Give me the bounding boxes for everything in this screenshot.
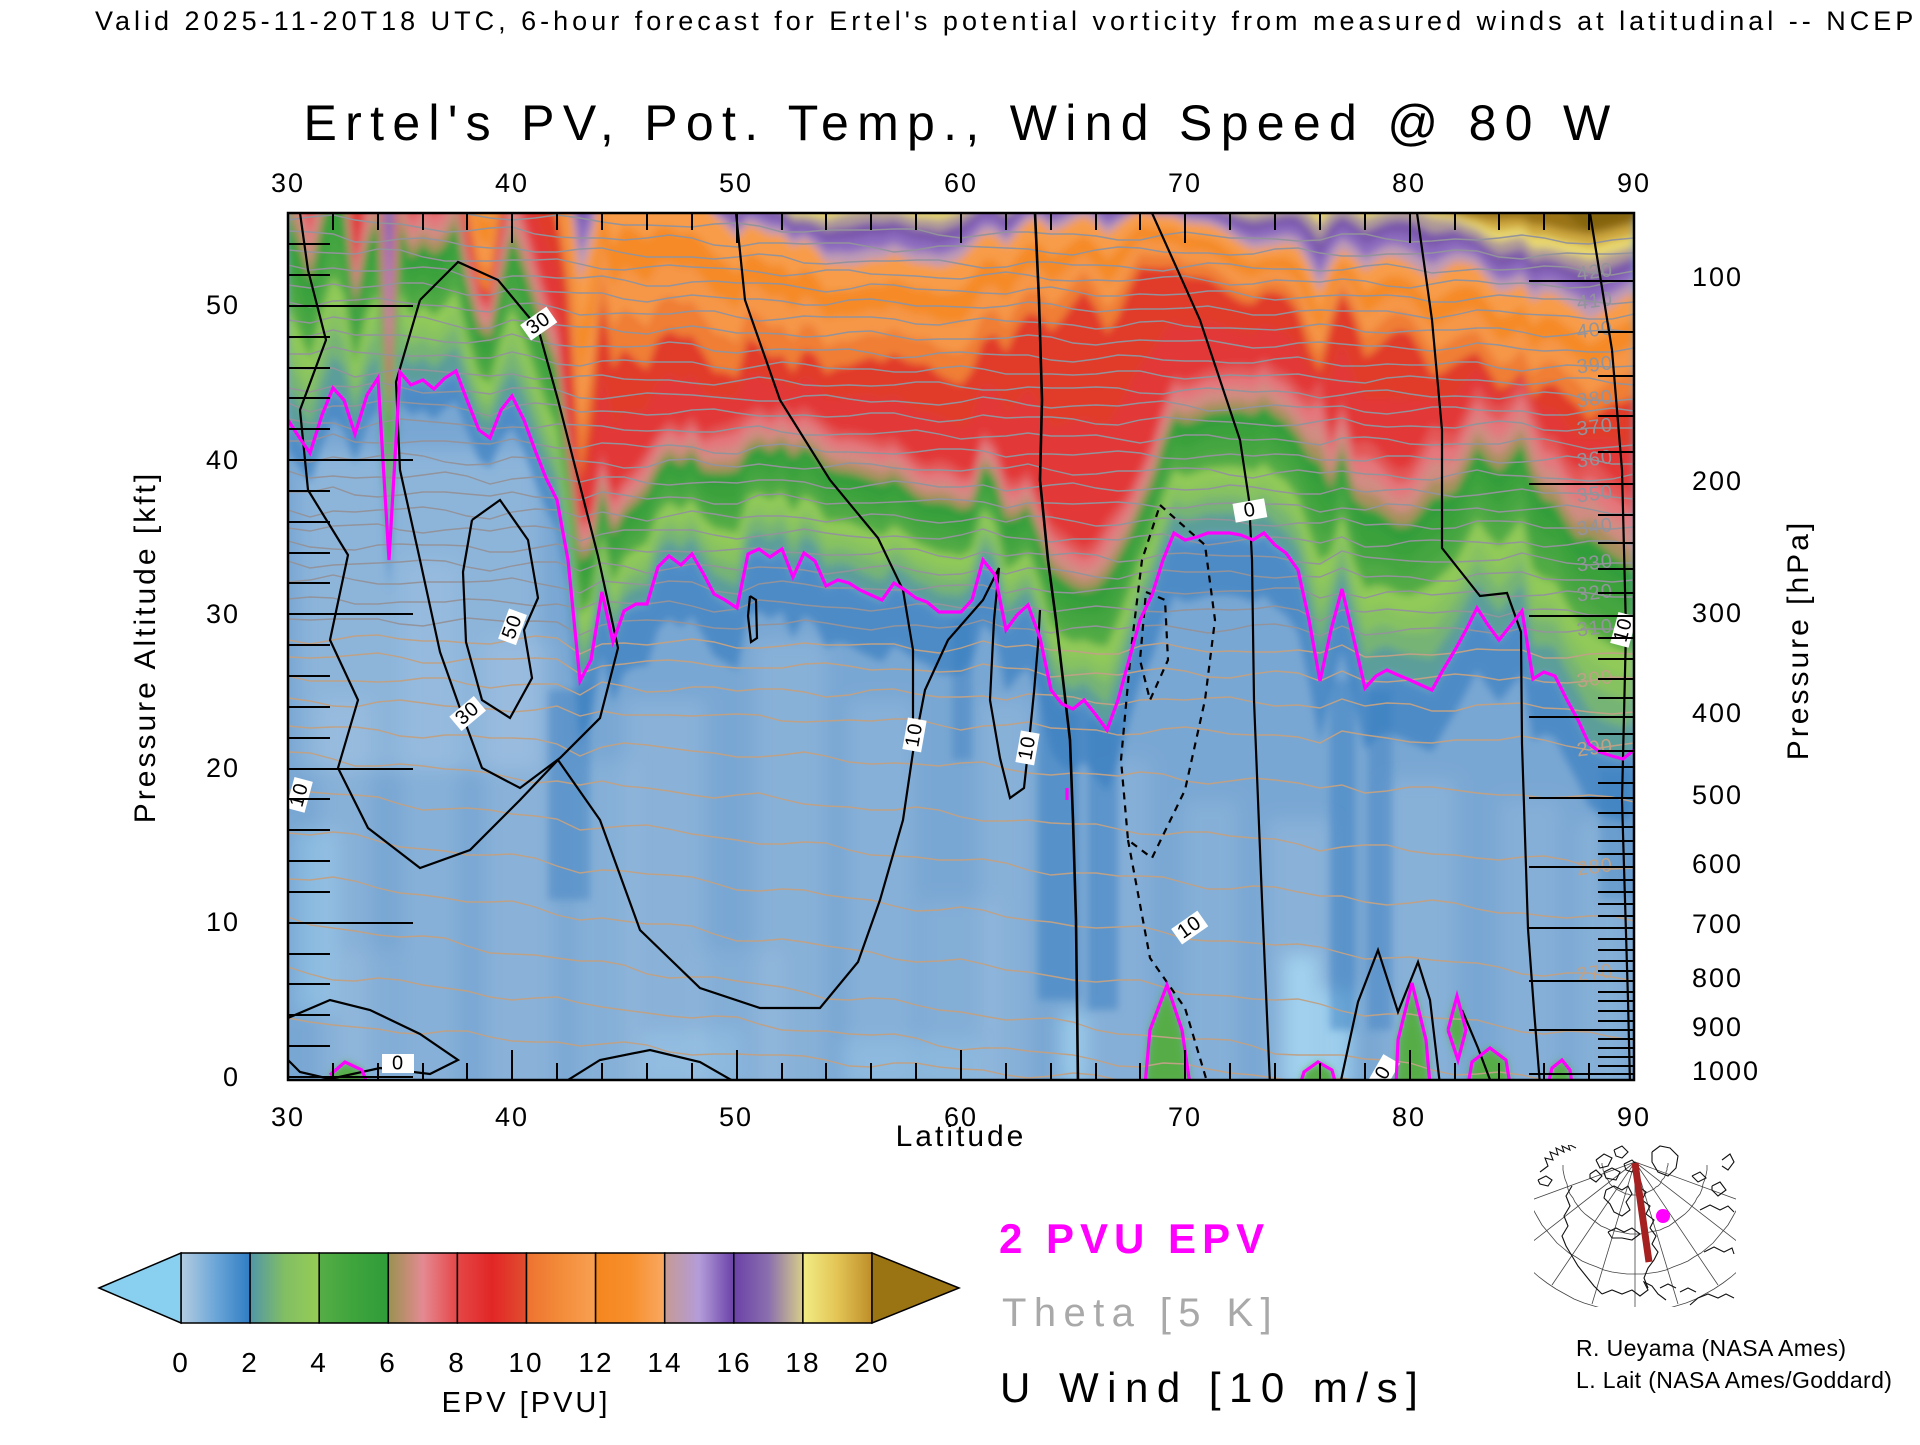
svg-text:EPV [PVU]: EPV [PVU] (442, 1387, 611, 1419)
svg-text:18: 18 (785, 1347, 820, 1378)
svg-text:40: 40 (495, 1102, 529, 1132)
svg-text:70: 70 (1168, 1102, 1202, 1132)
svg-text:380: 380 (1576, 386, 1615, 412)
svg-text:2: 2 (241, 1347, 259, 1378)
svg-text:400: 400 (1692, 698, 1743, 728)
svg-text:500: 500 (1692, 780, 1743, 810)
svg-text:390: 390 (1576, 352, 1615, 378)
svg-text:80: 80 (1392, 1102, 1426, 1132)
svg-text:8: 8 (448, 1347, 466, 1378)
svg-text:40: 40 (206, 445, 240, 475)
svg-text:370: 370 (1576, 414, 1615, 440)
svg-text:100: 100 (1692, 262, 1743, 292)
svg-text:200: 200 (1692, 466, 1743, 496)
svg-text:0: 0 (223, 1062, 240, 1092)
svg-text:12: 12 (578, 1347, 613, 1378)
svg-text:90: 90 (1617, 168, 1651, 198)
svg-text:10: 10 (1014, 734, 1040, 762)
svg-text:350: 350 (1576, 481, 1615, 507)
svg-text:L. Lait (NASA Ames/Goddard): L. Lait (NASA Ames/Goddard) (1576, 1367, 1892, 1393)
svg-text:Pressure [hPa]: Pressure [hPa] (1782, 520, 1815, 760)
svg-text:R. Ueyama (NASA Ames): R. Ueyama (NASA Ames) (1576, 1335, 1846, 1361)
svg-text:20: 20 (206, 753, 240, 783)
svg-text:360: 360 (1576, 446, 1615, 472)
svg-text:Valid 2025-11-20T18 UTC, 6-hou: Valid 2025-11-20T18 UTC, 6-hour forecast… (95, 6, 1917, 36)
svg-text:U Wind [10 m/s]: U Wind [10 m/s] (1000, 1364, 1426, 1411)
svg-text:Pressure Altitude [kft]: Pressure Altitude [kft] (129, 471, 162, 823)
svg-text:800: 800 (1692, 963, 1743, 993)
svg-text:10: 10 (508, 1347, 543, 1378)
svg-text:50: 50 (719, 1102, 753, 1132)
svg-text:80: 80 (1392, 168, 1426, 198)
svg-text:50: 50 (719, 168, 753, 198)
svg-text:40: 40 (495, 168, 529, 198)
svg-text:60: 60 (944, 168, 978, 198)
svg-text:2 PVU EPV: 2 PVU EPV (999, 1215, 1270, 1262)
svg-text:900: 900 (1692, 1012, 1743, 1042)
svg-text:10: 10 (206, 907, 240, 937)
svg-text:30: 30 (271, 1102, 305, 1132)
svg-text:Ertel's PV, Pot. Temp., Wind S: Ertel's PV, Pot. Temp., Wind Speed @ 80 … (304, 95, 1619, 151)
svg-text:600: 600 (1692, 849, 1743, 879)
svg-text:30: 30 (206, 599, 240, 629)
svg-text:Latitude: Latitude (896, 1120, 1027, 1153)
svg-text:4: 4 (310, 1347, 328, 1378)
svg-text:300: 300 (1692, 598, 1743, 628)
svg-text:10: 10 (901, 721, 927, 749)
svg-text:0: 0 (392, 1052, 404, 1074)
svg-text:50: 50 (206, 290, 240, 320)
svg-text:330: 330 (1576, 550, 1615, 576)
svg-text:270: 270 (1576, 960, 1615, 986)
svg-text:1000: 1000 (1692, 1056, 1760, 1086)
svg-text:6: 6 (379, 1347, 397, 1378)
svg-text:0: 0 (1242, 498, 1258, 522)
svg-text:14: 14 (647, 1347, 682, 1378)
svg-text:30: 30 (271, 168, 305, 198)
svg-text:20: 20 (854, 1347, 889, 1378)
svg-text:16: 16 (716, 1347, 751, 1378)
svg-text:700: 700 (1692, 909, 1743, 939)
svg-text:410: 410 (1576, 288, 1615, 314)
svg-text:60: 60 (944, 1102, 978, 1132)
svg-text:70: 70 (1168, 168, 1202, 198)
svg-text:90: 90 (1617, 1102, 1651, 1132)
svg-text:Theta [5 K]: Theta [5 K] (1002, 1291, 1279, 1335)
svg-text:340: 340 (1576, 514, 1615, 540)
svg-text:0: 0 (172, 1347, 190, 1378)
